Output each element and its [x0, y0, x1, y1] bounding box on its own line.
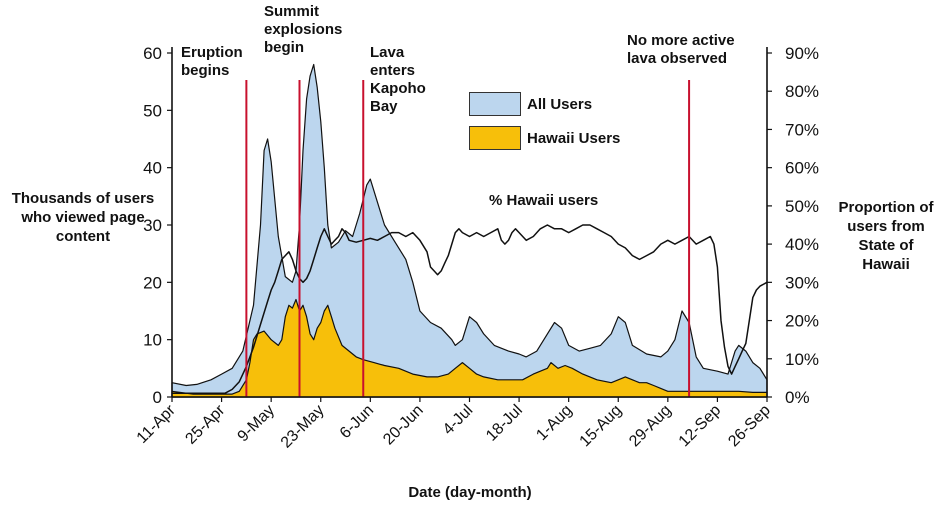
event-label-lava-enters-bay: Lava enters Kapoho Bay	[370, 44, 426, 115]
pct-hawaii-line	[172, 224, 768, 394]
y2-tick-label: 50%	[785, 197, 819, 216]
left-axis-title: Thousands of users who viewed page conte…	[11, 190, 155, 245]
x-tick-label: 25-Apr	[182, 401, 228, 447]
right-axis-title: Proportion of users from State of Hawaii	[838, 199, 934, 273]
x-tick-label: 9-May	[235, 402, 278, 445]
y2-tick-label: 0%	[785, 388, 810, 407]
y-tick-label: 10	[143, 331, 162, 350]
y2-tick-label: 70%	[785, 120, 819, 139]
legend-label-hawaii-users: Hawaii Users	[527, 129, 621, 147]
x-tick-label: 11-Apr	[134, 401, 180, 447]
x-tick-label: 15-Aug	[577, 402, 626, 451]
y2-tick-label: 60%	[785, 159, 819, 178]
x-tick-label: 4-Jul	[440, 402, 477, 439]
x-tick-label: 26-Sep	[725, 402, 774, 451]
y-tick-label: 40	[143, 159, 162, 178]
y-tick-label: 30	[143, 216, 162, 235]
legend-item-hawaii-users: Hawaii Users	[469, 126, 620, 150]
y2-tick-label: 30%	[785, 273, 819, 292]
y-tick-label: 0	[153, 388, 162, 407]
x-tick-label: 29-Aug	[626, 402, 675, 451]
y-tick-label: 50	[143, 101, 162, 120]
y2-tick-label: 10%	[785, 350, 819, 369]
legend-label-all-users: All Users	[527, 95, 593, 113]
pct-hawaii-line-label: % Hawaii users	[489, 192, 599, 209]
area-all-users	[171, 63, 768, 398]
x-tick-label: 6-Jun	[337, 402, 377, 442]
x-tick-label: 12-Sep	[676, 402, 725, 451]
y-tick-label: 20	[143, 273, 162, 292]
event-label-no-active-lava: No more active lava observed	[627, 32, 735, 67]
y2-tick-label: 20%	[785, 312, 819, 331]
y2-tick-label: 90%	[785, 44, 819, 63]
event-label-eruption-begins: Eruption begins	[181, 44, 243, 79]
legend-item-all-users: All Users	[469, 92, 592, 116]
y2-tick-label: 40%	[785, 235, 819, 254]
y-tick-label: 60	[143, 44, 162, 63]
area-hawaii-users	[171, 298, 768, 398]
x-tick-label: 23-May	[278, 402, 328, 452]
x-tick-label: 20-Jun	[380, 402, 427, 449]
y2-tick-label: 80%	[785, 82, 819, 101]
legend-swatch-all-users	[469, 92, 521, 116]
event-label-summit-explosions: Summit explosions begin	[264, 3, 343, 56]
x-tick-label: 1-Aug	[533, 402, 575, 444]
x-tick-label: 18-Jul	[483, 402, 526, 445]
legend-swatch-hawaii-users	[469, 126, 521, 150]
x-axis-title: Date (day-month)	[408, 484, 532, 501]
